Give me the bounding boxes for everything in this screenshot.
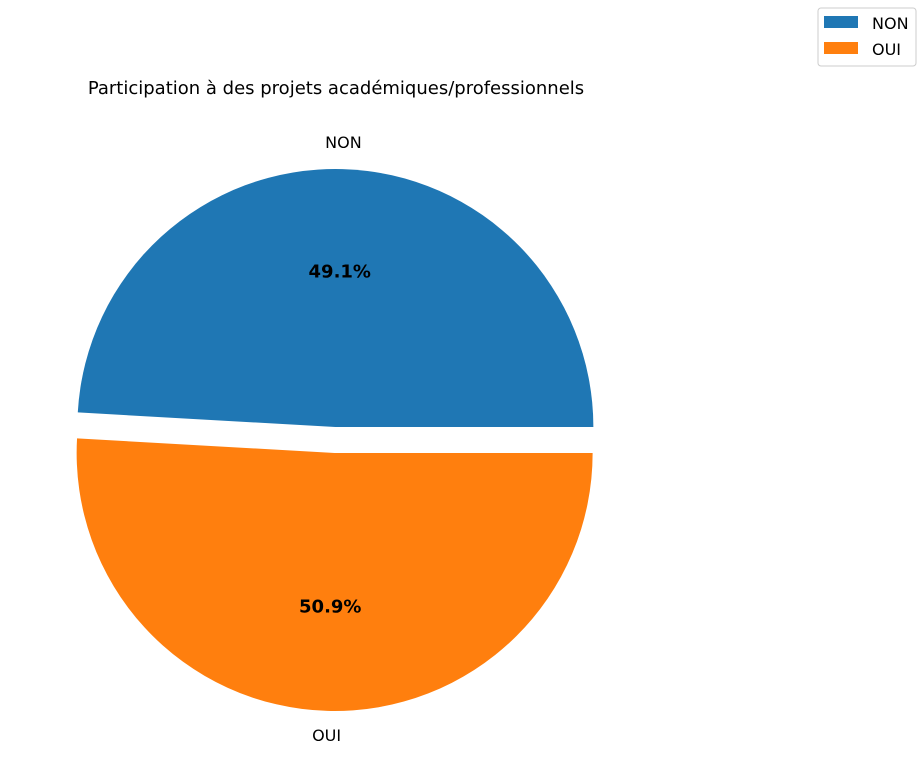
slice-label-oui: OUI [312,726,341,745]
percentage-labels: 49.1% 50.9% [299,261,371,617]
pct-label-non: 49.1% [309,261,371,282]
legend-label-non: NON [872,14,909,33]
slice-labels: NON OUI [312,133,362,745]
pie-slice-non [77,169,594,428]
pct-label-oui: 50.9% [299,597,361,618]
legend-swatch-non [824,16,858,28]
pie-slice-oui [76,438,593,711]
pie-slices [76,169,594,711]
legend-swatch-oui [824,42,858,54]
legend: NON OUI [817,7,917,67]
slice-label-non: NON [325,133,362,152]
legend-label-oui: OUI [872,40,901,59]
chart-title: Participation à des projets académiques/… [88,78,584,99]
